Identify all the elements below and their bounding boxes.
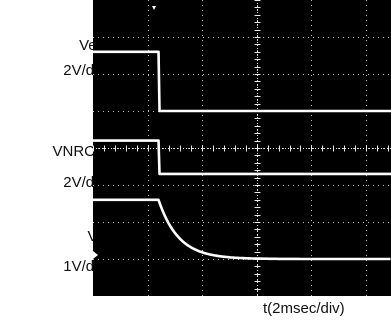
vnrcs-channel-label: VNRCS: [52, 143, 105, 160]
ven-trace: [93, 50, 391, 113]
ground-marker: [93, 251, 98, 259]
vo-trace: [93, 198, 391, 261]
trigger-marker: [152, 6, 156, 10]
x-axis-label: t(2msec/div): [263, 300, 345, 317]
scope-background: [93, 0, 391, 296]
vnrcs-trace: [93, 139, 391, 176]
oscilloscope-screen: [93, 0, 391, 296]
